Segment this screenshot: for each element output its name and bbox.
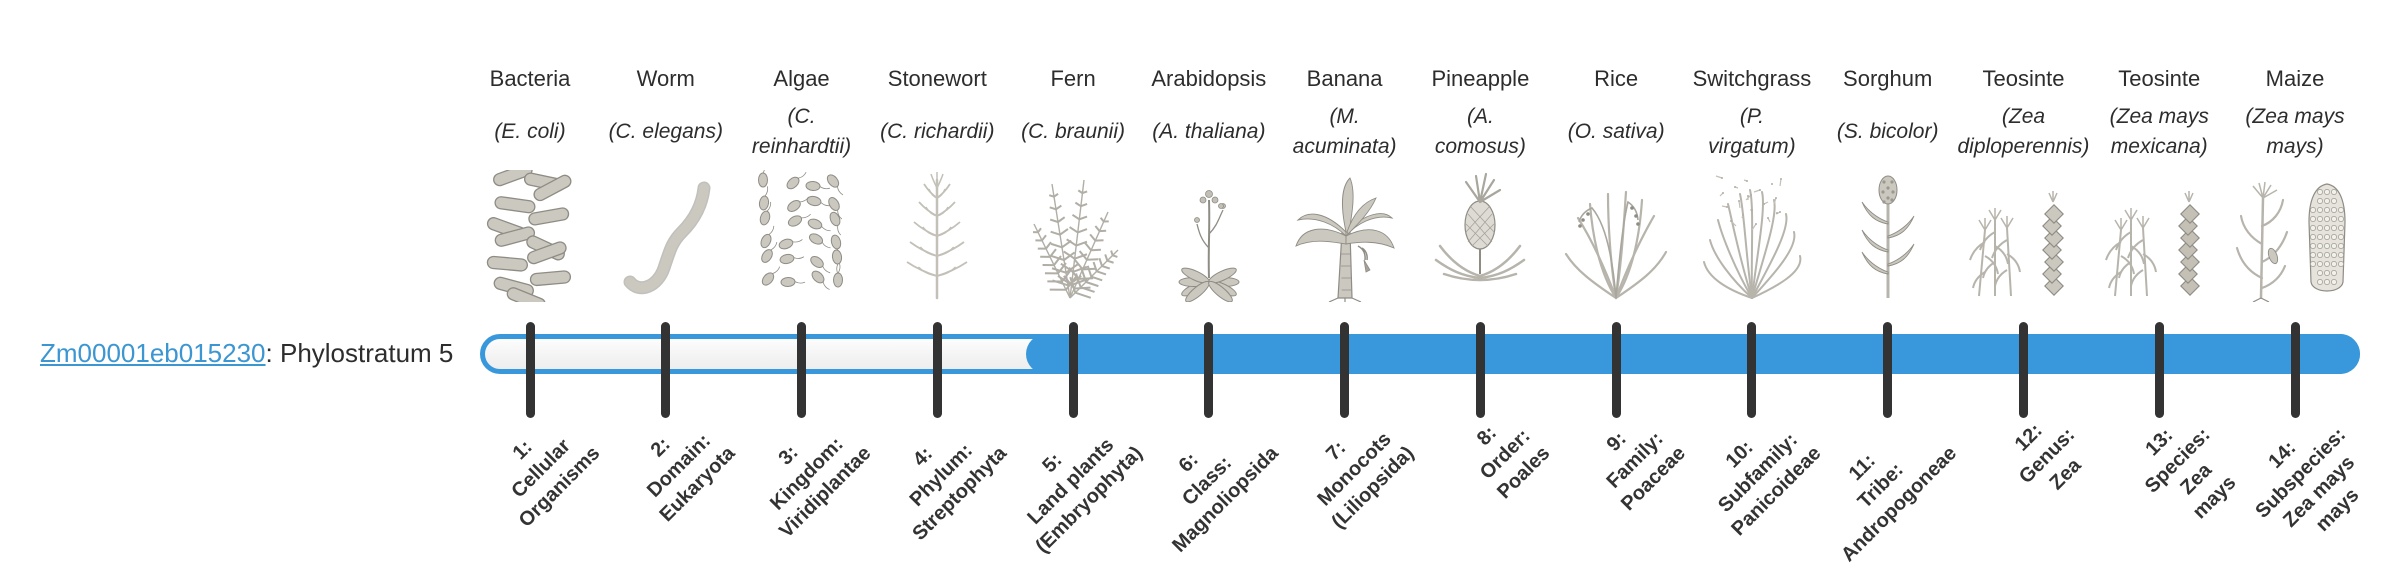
timeline-tick xyxy=(1068,322,1078,418)
timeline-tick xyxy=(1883,322,1893,418)
organism-latin-name: (S. bicolor) xyxy=(1836,120,1939,143)
stratum-label: 7: Monocots (Liliopsida) xyxy=(1313,428,1419,534)
organism-name: Banana xyxy=(1306,66,1383,91)
organism-name: Maize xyxy=(2265,66,2325,91)
timeline-tick xyxy=(1611,322,1621,418)
timeline-filled-segment xyxy=(1026,334,2360,374)
organism-name: Bacteria xyxy=(489,66,571,91)
gene-label: Zm00001eb015230: Phylostratum 5 xyxy=(40,338,453,369)
organism-name: Fern xyxy=(1050,66,1096,91)
timeline-tick xyxy=(932,322,942,418)
stratum-label: 4: Phylum: Streptophyta xyxy=(905,439,1012,545)
timeline-tick xyxy=(2018,322,2028,418)
worm-icon xyxy=(591,168,741,302)
gene-id-link[interactable]: Zm00001eb015230 xyxy=(40,338,266,368)
organism-latin-name: (Zea mays mays) xyxy=(2245,105,2345,158)
organism-name: Pineapple xyxy=(1431,66,1530,91)
banana-icon xyxy=(1270,168,1420,302)
stonewort-icon xyxy=(862,168,1012,302)
timeline-tick xyxy=(525,322,535,418)
organism-latin-name: (C. braunii) xyxy=(1021,120,1126,143)
organism-latin-name: (C. elegans) xyxy=(608,120,723,143)
organism-name: Stonewort xyxy=(887,66,987,91)
organism-name: Rice xyxy=(1594,66,1639,91)
timeline-tick xyxy=(2154,322,2164,418)
stratum-label: 12: Genus: Zea xyxy=(2010,419,2086,495)
fern-icon xyxy=(998,168,1148,302)
teosinte-mexicana-icon xyxy=(2084,168,2234,302)
organism-name: Sorghum xyxy=(1843,66,1933,91)
timeline-tick xyxy=(1204,322,1214,418)
organism-latin-name: (C. richardii) xyxy=(880,120,995,143)
organism-name: Worm xyxy=(636,66,695,91)
timeline-tick xyxy=(661,322,671,418)
timeline-tick xyxy=(2290,322,2300,418)
stratum-label: 6: Class: Magnoliopsida xyxy=(1168,442,1283,557)
organism-latin-name: (M. acuminata) xyxy=(1292,105,1397,158)
rice-icon xyxy=(1541,168,1691,302)
organism-latin-name: (P. virgatum) xyxy=(1708,105,1796,158)
timeline-tick xyxy=(1340,322,1350,418)
stratum-label: 8: Order: Poales xyxy=(1472,421,1555,504)
gene-phylostratum-text: : Phylostratum 5 xyxy=(265,338,454,368)
organism-name: Teosinte xyxy=(1982,66,2065,91)
organism-latin-name: (A. thaliana) xyxy=(1152,120,1266,143)
stratum-label: 10: Subfamily: Panicoideae xyxy=(1714,428,1826,541)
organism-name: Algae xyxy=(773,66,830,91)
organism-name: Arabidopsis xyxy=(1151,66,1267,91)
organism-name: Teosinte xyxy=(2118,66,2201,91)
stratum-label: 13: Species: Zea mays xyxy=(2140,423,2241,524)
stratum-label: 2: Domain: Eukaryota xyxy=(643,429,740,527)
stratum-label: 1: Cellular Organisms xyxy=(506,434,604,532)
algae-icon xyxy=(727,168,877,302)
switchgrass-icon xyxy=(1677,168,1827,302)
arabidopsis-icon xyxy=(1134,168,1284,302)
bacteria-icon xyxy=(455,168,605,302)
organism-latin-name: (O. sativa) xyxy=(1567,120,1665,143)
organism-latin-name: (A. comosus) xyxy=(1434,105,1526,158)
timeline-tick xyxy=(1747,322,1757,418)
maize-icon xyxy=(2220,168,2370,302)
timeline-tick xyxy=(797,322,807,418)
stratum-label: 9: Family: Poaceae xyxy=(1602,427,1690,516)
organism-name: Switchgrass xyxy=(1692,66,1812,91)
pineapple-icon xyxy=(1405,168,1555,302)
stratum-label: 11: Tribe: Andropogoneae xyxy=(1837,442,1962,567)
teosinte-diploperennis-icon xyxy=(1948,168,2098,302)
organism-latin-name: (Zea diploperennis) xyxy=(1957,105,2090,158)
stratum-label: 3: Kingdom: Viridiplantae xyxy=(766,433,876,543)
organism-latin-name: (Zea mays mexicana) xyxy=(2109,105,2209,158)
stratum-label: 14: Subspecies: Zea mays mays xyxy=(2251,423,2364,536)
timeline-tick xyxy=(1475,322,1485,418)
organism-latin-name: (C. reinhardtii) xyxy=(751,105,852,158)
organism-latin-name: (E. coli) xyxy=(494,120,566,143)
sorghum-icon xyxy=(1813,168,1963,302)
stratum-label: 5: Land plants (Embryophyta) xyxy=(1023,434,1147,558)
